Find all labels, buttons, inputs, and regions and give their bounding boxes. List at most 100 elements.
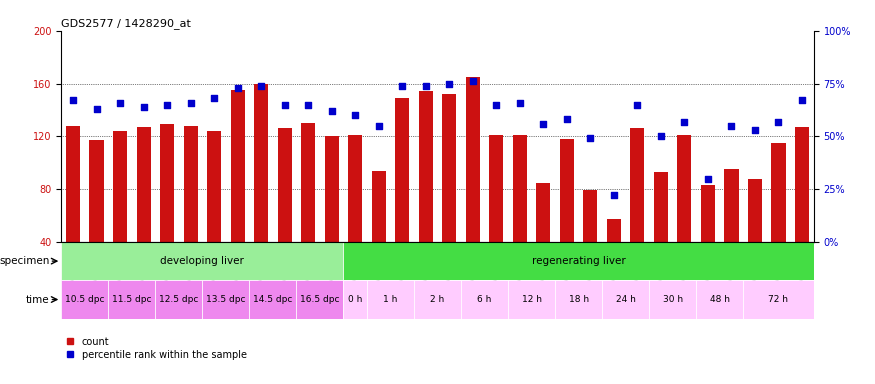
Point — [160, 101, 174, 108]
Point — [701, 175, 715, 182]
Bar — [795, 127, 809, 242]
Point — [466, 78, 480, 84]
Point — [184, 99, 198, 106]
Text: 14.5 dpc: 14.5 dpc — [253, 295, 292, 304]
Bar — [630, 128, 645, 242]
Text: time: time — [26, 295, 50, 305]
Legend: count, percentile rank within the sample: count, percentile rank within the sample — [66, 337, 247, 360]
Bar — [136, 127, 150, 242]
FancyBboxPatch shape — [344, 242, 814, 280]
Bar — [231, 90, 245, 242]
Point — [560, 116, 574, 122]
FancyBboxPatch shape — [508, 280, 555, 319]
FancyBboxPatch shape — [414, 280, 461, 319]
Bar — [654, 172, 668, 242]
Bar — [442, 94, 457, 242]
Point — [325, 108, 339, 114]
Text: 6 h: 6 h — [478, 295, 492, 304]
FancyBboxPatch shape — [202, 280, 249, 319]
FancyBboxPatch shape — [367, 280, 414, 319]
Text: 72 h: 72 h — [768, 295, 788, 304]
Text: regenerating liver: regenerating liver — [532, 256, 626, 266]
Point — [513, 99, 527, 106]
Bar — [66, 126, 80, 242]
Text: 30 h: 30 h — [662, 295, 682, 304]
Text: 2 h: 2 h — [430, 295, 444, 304]
FancyBboxPatch shape — [696, 280, 743, 319]
Bar — [748, 179, 762, 242]
Bar — [160, 124, 174, 242]
Point — [348, 112, 362, 118]
Point — [489, 101, 503, 108]
Text: 16.5 dpc: 16.5 dpc — [300, 295, 340, 304]
Point — [772, 118, 786, 124]
Point — [301, 101, 315, 108]
Text: 0 h: 0 h — [348, 295, 362, 304]
Point — [66, 98, 80, 104]
FancyBboxPatch shape — [61, 242, 344, 280]
Bar — [89, 140, 103, 242]
Point — [277, 101, 291, 108]
Bar — [277, 128, 291, 242]
Point — [254, 83, 268, 89]
Text: 48 h: 48 h — [710, 295, 730, 304]
Bar — [325, 136, 339, 242]
Text: 10.5 dpc: 10.5 dpc — [65, 295, 104, 304]
Text: 24 h: 24 h — [616, 295, 635, 304]
Point — [795, 98, 809, 104]
Text: developing liver: developing liver — [160, 256, 244, 266]
Bar — [419, 91, 433, 242]
Bar — [724, 169, 738, 242]
Bar — [113, 131, 127, 242]
Bar — [513, 135, 527, 242]
Text: GDS2577 / 1428290_at: GDS2577 / 1428290_at — [61, 18, 191, 30]
Bar — [584, 190, 598, 242]
Point — [136, 104, 150, 110]
Bar — [254, 84, 269, 242]
Point — [536, 121, 550, 127]
Text: 18 h: 18 h — [569, 295, 589, 304]
FancyBboxPatch shape — [555, 280, 602, 319]
FancyBboxPatch shape — [743, 280, 814, 319]
FancyBboxPatch shape — [344, 280, 367, 319]
Point — [419, 83, 433, 89]
Point — [584, 136, 598, 142]
Bar — [184, 126, 198, 242]
Text: 1 h: 1 h — [383, 295, 397, 304]
Point — [677, 118, 691, 124]
FancyBboxPatch shape — [249, 280, 297, 319]
FancyBboxPatch shape — [602, 280, 649, 319]
Point — [630, 101, 644, 108]
FancyBboxPatch shape — [108, 280, 156, 319]
FancyBboxPatch shape — [61, 280, 108, 319]
Bar — [372, 170, 386, 242]
Bar — [560, 139, 574, 242]
FancyBboxPatch shape — [461, 280, 508, 319]
FancyBboxPatch shape — [156, 280, 202, 319]
Bar — [677, 135, 691, 242]
Bar — [536, 182, 550, 242]
Point — [372, 123, 386, 129]
Point — [748, 127, 762, 133]
Point — [654, 133, 668, 139]
Bar — [772, 143, 786, 242]
Point — [396, 83, 410, 89]
Point — [724, 123, 738, 129]
Point — [231, 84, 245, 91]
Text: 11.5 dpc: 11.5 dpc — [112, 295, 151, 304]
Point — [89, 106, 103, 112]
FancyBboxPatch shape — [649, 280, 696, 319]
Point — [113, 99, 127, 106]
Text: 12 h: 12 h — [522, 295, 542, 304]
Bar — [701, 185, 715, 242]
Text: 12.5 dpc: 12.5 dpc — [159, 295, 199, 304]
Bar — [396, 98, 410, 242]
Text: 13.5 dpc: 13.5 dpc — [206, 295, 246, 304]
Bar — [607, 220, 621, 242]
Point — [207, 95, 221, 101]
Point — [442, 81, 456, 87]
Bar — [348, 135, 362, 242]
Text: specimen: specimen — [0, 256, 50, 266]
FancyBboxPatch shape — [297, 280, 344, 319]
Bar — [466, 77, 480, 242]
